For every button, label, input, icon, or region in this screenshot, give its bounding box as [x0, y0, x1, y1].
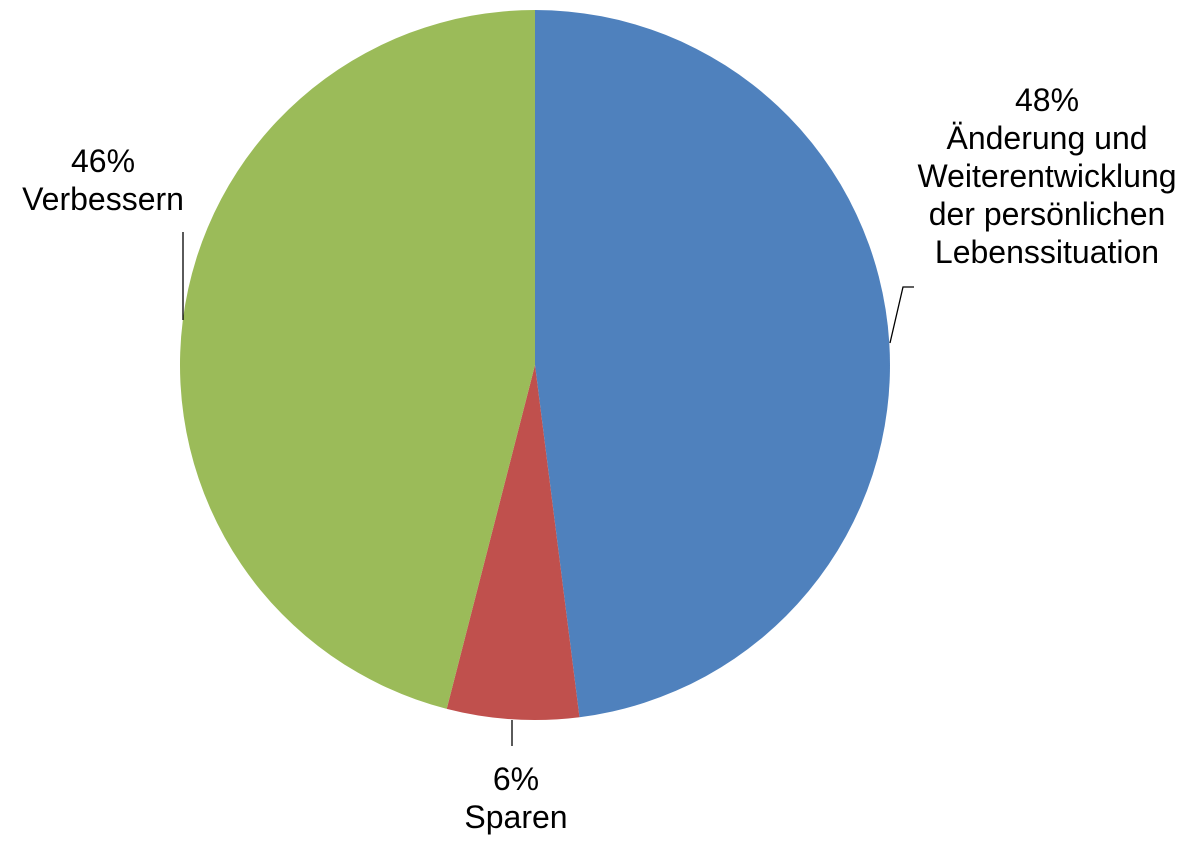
data-label-3: 46% Verbessern [22, 143, 184, 217]
data-label-value: 48% [1015, 82, 1079, 118]
data-label-category: der persönlichen [929, 196, 1166, 232]
data-label-category: Weiterentwicklung [917, 158, 1176, 194]
pie-slice-2 [446, 365, 580, 720]
data-labels: 48% Änderung und Weiterentwicklung der pers… [22, 82, 1176, 835]
leader-line-1 [889, 286, 914, 344]
pie-slice-1 [535, 10, 890, 718]
data-label-category: Verbessern [22, 181, 184, 217]
data-label-category: Lebenssituation [935, 234, 1159, 270]
data-label-category: Änderung und [946, 120, 1147, 156]
pie-slices [179, 9, 890, 720]
data-label-category: Sparen [464, 799, 567, 835]
data-label-2: 6% Sparen [464, 761, 567, 835]
data-label-1: 48% Änderung und Weiterentwicklung der pers… [917, 82, 1176, 270]
pie-slice-3 [179, 9, 535, 709]
leader-lines [182, 232, 914, 746]
data-label-value: 6% [493, 761, 539, 797]
data-label-value: 46% [71, 143, 135, 179]
